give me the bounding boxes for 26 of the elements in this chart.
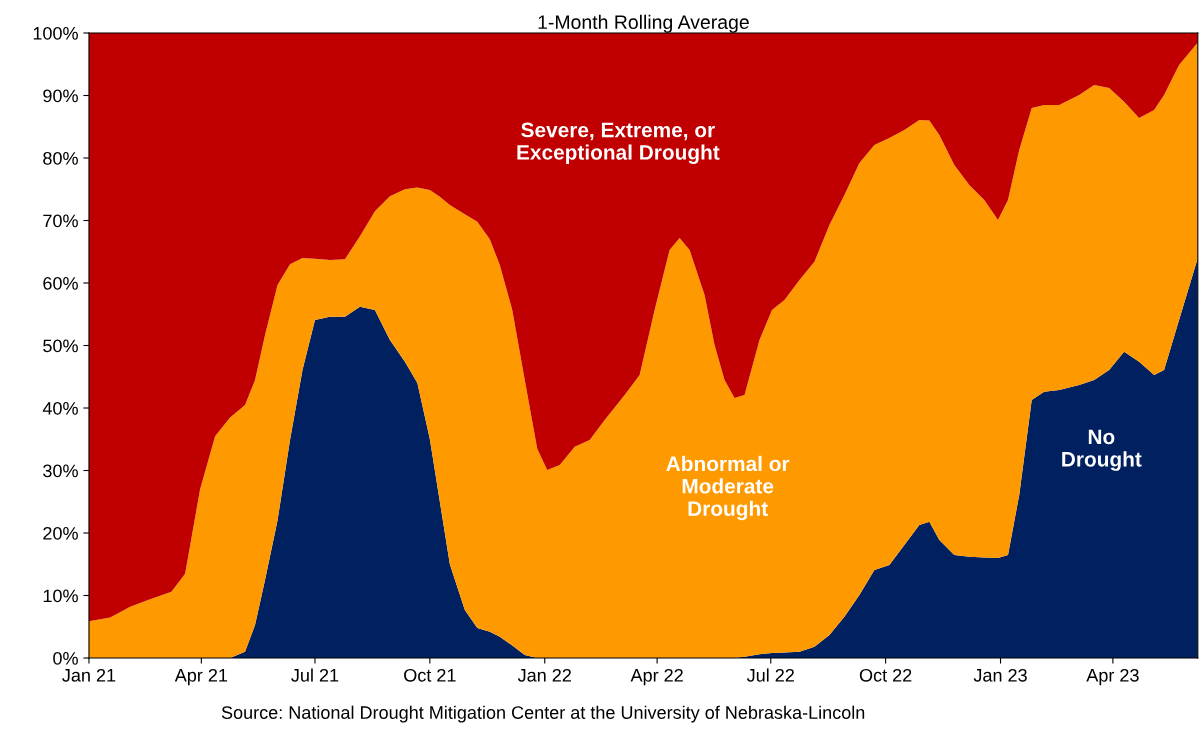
x-tick-label: Jul 22 [746,668,794,682]
source-note: Source: National Drought Mitigation Center at the University of Nebraska-Lincoln [221,705,865,723]
y-tick-label: 90% [43,89,78,103]
chart-title: 1-Month Rolling Average [538,14,749,33]
y-tick-label: 70% [43,214,78,228]
y-tick-label: 50% [43,339,78,353]
x-tick-label: Jul 21 [291,668,339,682]
y-tick-label: 30% [43,464,78,478]
y-tick-label: 20% [43,526,78,540]
y-tick-label: 10% [43,589,78,603]
series-label: Abnormal or Moderate Drought [666,455,790,521]
x-tick-label: Oct 22 [859,668,912,682]
x-tick-label: Apr 21 [174,668,228,686]
series-label: Severe, Extreme, or Exceptional Drought [517,122,720,164]
x-tick-label: Apr 22 [630,668,683,686]
x-tick-label: Jan 21 [62,668,116,682]
y-tick-label: 40% [42,401,78,415]
x-tick-label: Jan 22 [517,668,571,682]
y-tick-label: 80% [43,151,78,165]
x-tick-label: Apr 23 [1086,668,1139,686]
series-label: No Drought [1062,429,1142,471]
y-tick-label: 0% [53,651,78,665]
y-tick-label: 60% [43,276,78,290]
x-tick-label: Jan 23 [973,668,1027,682]
x-tick-label: Oct 21 [404,668,456,682]
y-tick-label: 100% [33,26,78,40]
